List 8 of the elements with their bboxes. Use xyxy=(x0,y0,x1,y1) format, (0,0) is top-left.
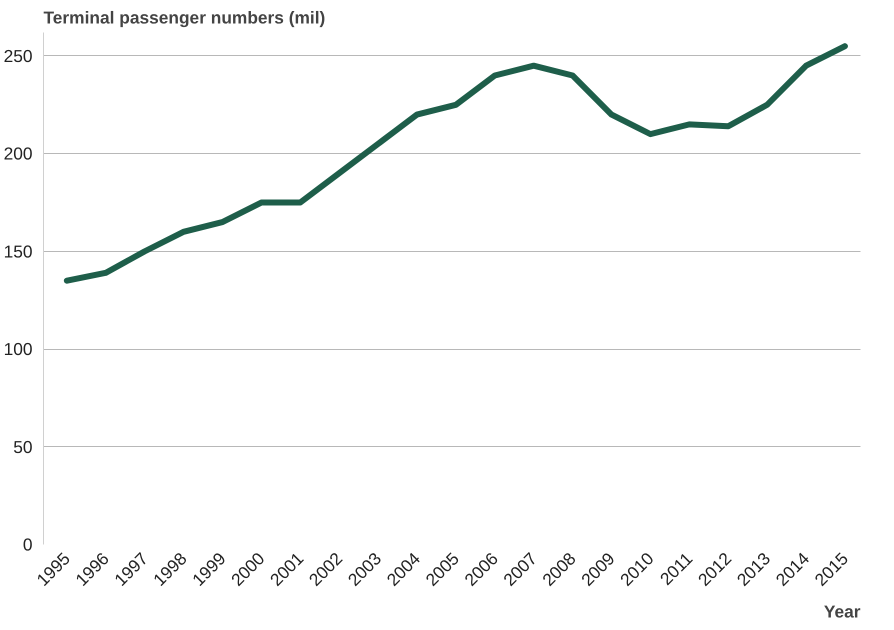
y-tick-label: 50 xyxy=(13,436,33,457)
y-tick-label: 100 xyxy=(4,339,33,360)
y-tick-label: 0 xyxy=(22,534,33,554)
y-axis-title: Terminal passenger numbers (mil) xyxy=(44,8,326,28)
x-axis-title: Year xyxy=(824,602,861,622)
y-tick-label: 250 xyxy=(4,46,33,66)
y-tick-label: 150 xyxy=(4,241,33,262)
y-tick-label: 200 xyxy=(4,144,33,164)
